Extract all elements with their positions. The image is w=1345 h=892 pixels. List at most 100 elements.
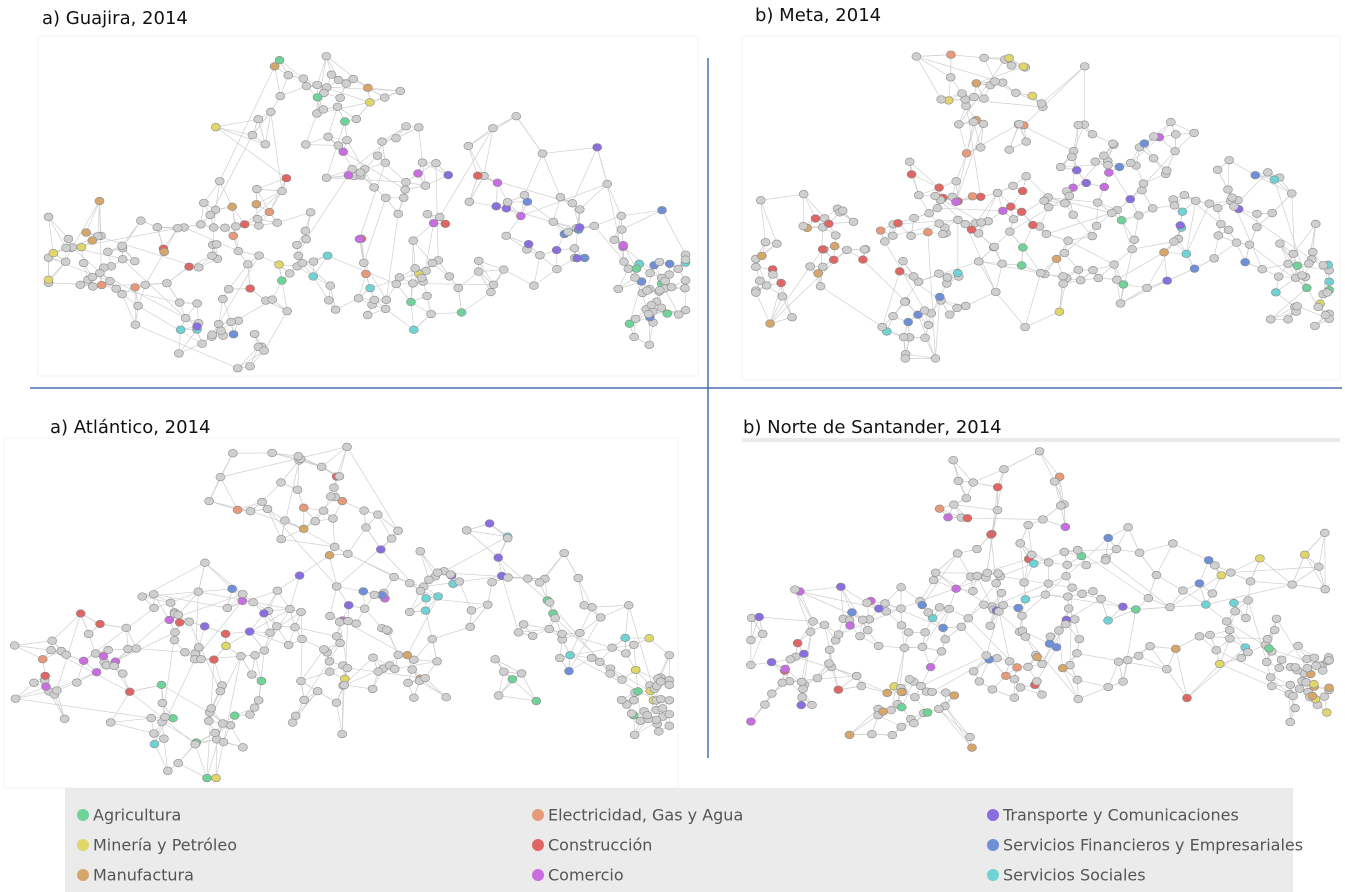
node [1004,145,1015,154]
node [184,262,194,271]
node [1201,600,1211,609]
node [654,286,665,295]
edge [1268,648,1320,666]
node [427,258,438,268]
edge [1025,636,1079,700]
node [1118,280,1129,289]
edge [215,126,253,136]
node [466,606,477,615]
node [98,652,109,661]
edge [524,153,543,196]
edge [341,685,345,735]
node [211,123,221,132]
node [903,628,914,637]
node [879,237,890,246]
networks [9,50,1334,783]
node [335,638,345,648]
node [393,526,403,535]
node [484,519,495,528]
node [1028,220,1038,230]
edge [911,174,940,188]
edge [978,261,997,293]
node [680,276,691,285]
node [381,625,392,634]
edge [410,301,415,330]
node [422,210,433,219]
node [913,310,923,319]
node [334,618,345,627]
node [95,269,105,278]
node [299,695,309,704]
edge [215,126,266,145]
edge [952,460,974,483]
node [975,143,986,152]
node [1212,165,1223,174]
node [1009,693,1020,702]
node [927,613,938,623]
node [29,678,39,687]
node [149,729,159,738]
node [136,216,146,225]
node [1093,273,1104,283]
network [9,442,675,783]
node [629,332,639,342]
node [626,709,637,718]
edge [600,604,629,618]
node [276,478,286,487]
node [660,276,670,286]
node [858,255,868,264]
node [312,109,322,118]
edge [237,346,259,369]
node [265,628,275,637]
edge [973,121,981,148]
edge [419,551,430,580]
node [335,93,346,102]
node [117,290,127,299]
node [1059,248,1070,258]
edge [297,460,300,490]
edge [346,140,375,188]
node [1016,207,1027,216]
edge [188,621,221,692]
node [999,465,1009,474]
edge [967,517,1043,520]
edge [110,717,152,723]
node [300,226,311,235]
node [272,586,283,595]
edge [1022,247,1042,274]
node [930,354,941,363]
edge [468,127,494,147]
edge [624,605,630,638]
node [444,272,455,281]
edge [965,291,996,307]
node [951,584,961,593]
edge [121,294,136,325]
node [404,579,415,588]
node [942,273,953,282]
edge [343,151,406,190]
node [287,718,298,727]
node [1273,272,1284,281]
edge [163,738,169,771]
node [664,259,675,268]
node [342,663,353,673]
edge [1105,557,1171,608]
node [1292,302,1302,311]
node [963,614,974,623]
edge [14,640,53,646]
edge [420,551,438,573]
edge [378,661,438,672]
node [563,227,573,237]
edge [862,259,906,302]
node [420,606,431,615]
edge [1058,630,1064,669]
node [393,650,404,659]
edge [840,586,853,613]
node [1130,605,1141,614]
node [974,677,985,686]
node [1037,659,1047,669]
node [898,332,909,342]
node [653,727,664,736]
node [218,738,229,747]
